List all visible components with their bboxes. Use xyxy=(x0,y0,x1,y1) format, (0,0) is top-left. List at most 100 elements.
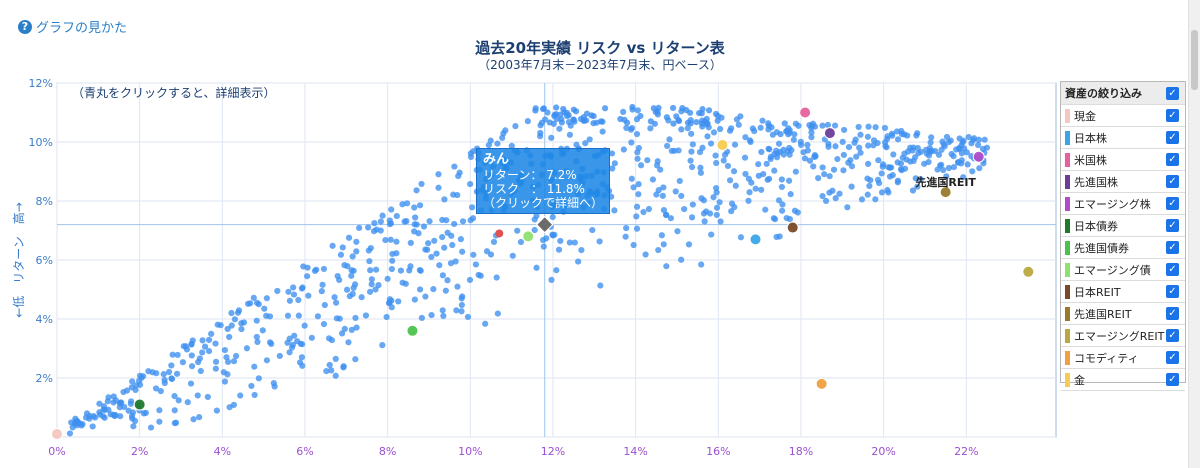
fund-point[interactable] xyxy=(253,299,261,306)
fund-point[interactable] xyxy=(340,364,347,371)
fund-point[interactable] xyxy=(841,126,848,134)
fund-point[interactable] xyxy=(454,191,461,199)
fund-point[interactable] xyxy=(224,371,231,378)
fund-point[interactable] xyxy=(441,196,448,203)
fund-point[interactable] xyxy=(914,144,921,152)
fund-point[interactable] xyxy=(865,123,872,130)
fund-point[interactable] xyxy=(785,177,793,184)
fund-point[interactable] xyxy=(640,208,647,216)
fund-point[interactable] xyxy=(815,175,822,182)
fund-point[interactable] xyxy=(195,358,202,366)
fund-point[interactable] xyxy=(950,163,958,171)
fund-point[interactable] xyxy=(512,123,519,130)
fund-point[interactable] xyxy=(350,284,357,292)
fund-point[interactable] xyxy=(482,320,489,327)
fund-point[interactable] xyxy=(866,182,873,190)
fund-point[interactable] xyxy=(458,301,465,309)
fund-point[interactable] xyxy=(878,170,885,177)
fund-point[interactable] xyxy=(571,239,578,246)
fund-point[interactable] xyxy=(745,197,752,204)
fund-point[interactable] xyxy=(611,207,618,214)
fund-point[interactable] xyxy=(644,157,651,164)
fund-point[interactable] xyxy=(810,163,817,170)
fund-point[interactable] xyxy=(436,262,443,269)
fund-point[interactable] xyxy=(635,181,642,188)
fund-point[interactable] xyxy=(698,120,706,127)
fund-point[interactable] xyxy=(251,391,258,399)
fund-point[interactable] xyxy=(755,172,762,179)
fund-point[interactable] xyxy=(439,307,446,314)
fund-point[interactable] xyxy=(428,311,435,319)
fund-point[interactable] xyxy=(773,147,780,154)
fund-point[interactable] xyxy=(726,177,734,184)
fund-point[interactable] xyxy=(927,139,934,146)
fund-point[interactable] xyxy=(299,362,306,369)
fund-point[interactable] xyxy=(453,307,460,314)
fund-point[interactable] xyxy=(514,227,521,234)
fund-point[interactable] xyxy=(882,142,889,150)
fund-point[interactable] xyxy=(320,321,328,328)
fund-point[interactable] xyxy=(870,142,877,149)
fund-point[interactable] xyxy=(300,263,307,270)
filter-item[interactable]: エマージングREIT ✓ xyxy=(1061,325,1185,347)
fund-point[interactable] xyxy=(224,325,231,333)
filter-item[interactable]: 先進国株 ✓ xyxy=(1061,171,1185,193)
fund-point[interactable] xyxy=(965,133,972,141)
fund-point[interactable] xyxy=(204,393,211,401)
fund-point[interactable] xyxy=(418,180,425,188)
fund-point[interactable] xyxy=(171,407,178,414)
fund-point[interactable] xyxy=(117,413,124,420)
fund-point[interactable] xyxy=(792,168,799,175)
fund-point[interactable] xyxy=(874,176,882,183)
fund-point[interactable] xyxy=(168,362,175,369)
fund-point[interactable] xyxy=(384,275,391,282)
fund-point[interactable] xyxy=(848,183,855,190)
fund-point[interactable] xyxy=(286,349,293,356)
fund-point[interactable] xyxy=(865,142,872,149)
fund-point[interactable] xyxy=(345,234,353,241)
fund-point[interactable] xyxy=(733,116,741,123)
fund-point[interactable] xyxy=(459,218,467,225)
fund-point[interactable] xyxy=(428,253,435,261)
fund-point[interactable] xyxy=(672,188,679,195)
fund-point[interactable] xyxy=(617,115,624,123)
fund-point[interactable] xyxy=(673,113,680,120)
filter-checkbox[interactable]: ✓ xyxy=(1166,219,1179,232)
fund-point[interactable] xyxy=(116,404,123,411)
fund-point[interactable] xyxy=(248,382,255,390)
fund-point[interactable] xyxy=(630,241,637,249)
fund-point[interactable] xyxy=(689,141,696,148)
fund-point[interactable] xyxy=(687,120,694,127)
fund-point[interactable] xyxy=(974,141,982,149)
fund-point[interactable] xyxy=(147,424,155,431)
fund-point[interactable] xyxy=(332,372,339,379)
fund-point[interactable] xyxy=(418,314,425,322)
fund-point[interactable] xyxy=(675,117,683,125)
fund-point[interactable] xyxy=(586,136,593,143)
fund-point[interactable] xyxy=(107,411,114,418)
fund-point[interactable] xyxy=(348,326,355,333)
fund-point[interactable] xyxy=(509,252,516,259)
fund-point[interactable] xyxy=(791,131,798,138)
fund-point[interactable] xyxy=(886,173,894,180)
fund-point[interactable] xyxy=(741,154,749,161)
fund-point[interactable] xyxy=(538,119,546,126)
fund-point[interactable] xyxy=(420,223,428,230)
fund-point[interactable] xyxy=(194,392,201,399)
filter-item[interactable]: 金 ✓ xyxy=(1061,369,1185,391)
fund-point[interactable] xyxy=(701,218,708,225)
fund-point[interactable] xyxy=(847,157,854,164)
fund-point[interactable] xyxy=(609,165,616,172)
fund-point[interactable] xyxy=(897,160,905,167)
fund-point[interactable] xyxy=(608,150,616,157)
fund-point[interactable] xyxy=(776,233,783,240)
fund-point[interactable] xyxy=(223,354,230,361)
fund-point[interactable] xyxy=(721,151,729,158)
fund-point[interactable] xyxy=(784,148,791,155)
fund-point[interactable] xyxy=(795,122,802,129)
fund-point[interactable] xyxy=(950,153,957,160)
fund-point[interactable] xyxy=(285,288,292,295)
fund-point[interactable] xyxy=(556,125,563,132)
fund-point[interactable] xyxy=(786,216,793,223)
fund-point[interactable] xyxy=(884,133,891,140)
